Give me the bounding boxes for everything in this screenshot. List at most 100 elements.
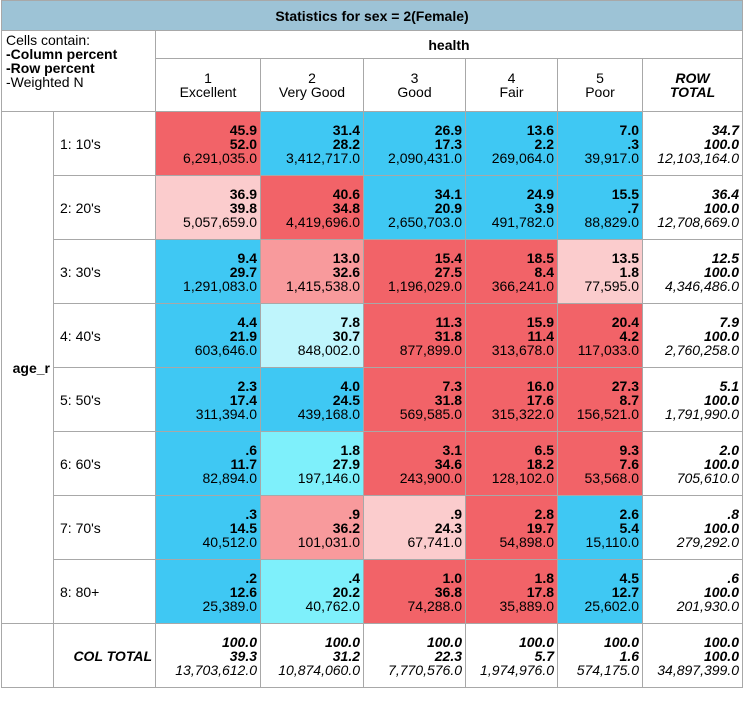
col-total-cell: 100.0 31.2 10,874,060.0 (260, 623, 364, 688)
column-label: Good (397, 84, 432, 100)
column-header-5: 5 Poor (557, 58, 643, 112)
column-header-4: 4 Fair (465, 58, 558, 112)
row-percent: 20.2 (332, 583, 360, 600)
data-cell: 1.8 17.8 35,889.0 (465, 559, 558, 624)
row-percent: 27.5 (434, 263, 462, 280)
column-percent: 27.3 (611, 377, 639, 394)
row-percent: 39.8 (229, 199, 257, 216)
data-cell: 6.5 18.2 128,102.0 (465, 431, 558, 496)
row-total-cell: 5.1 100.0 1,791,990.0 (642, 367, 743, 432)
table-row: 4: 40's 4.4 21.9 603,646.0 7.8 30.7 848,002.0 1… (2, 303, 743, 368)
row-percent: 31.8 (434, 327, 462, 344)
column-percent: 100.0 (703, 633, 739, 650)
data-cell: .2 12.6 25,389.0 (155, 559, 261, 624)
column-percent: 1.8 (534, 569, 554, 586)
weighted-n: 34,897,399.0 (657, 661, 739, 678)
weighted-n: 848,002.0 (297, 341, 360, 358)
legend-line: -Row percent (6, 60, 95, 76)
weighted-n: 40,512.0 (202, 533, 258, 550)
col-total-cell: 100.0 1.6 574,175.0 (557, 623, 643, 688)
column-percent: 100.0 (603, 633, 639, 650)
data-cell: .3 14.5 40,512.0 (155, 495, 261, 560)
weighted-n: 15,110.0 (585, 533, 639, 550)
data-cell: 13.6 2.2 269,064.0 (465, 111, 558, 176)
row-percent: 39.3 (229, 647, 257, 664)
weighted-n: 279,292.0 (676, 533, 739, 550)
row-percent: 5.4 (619, 519, 639, 536)
row-percent: 19.7 (526, 519, 554, 536)
column-percent: 7.8 (340, 313, 360, 330)
weighted-n: 197,146.0 (297, 469, 360, 486)
weighted-n: 10,874,060.0 (278, 661, 360, 678)
data-cell: 4.4 21.9 603,646.0 (155, 303, 261, 368)
column-percent: 4.4 (237, 313, 257, 330)
column-percent: .9 (348, 505, 360, 522)
row-percent: 100.0 (703, 583, 739, 600)
weighted-n: 156,521.0 (576, 405, 639, 422)
column-percent: 7.9 (719, 313, 739, 330)
column-label: Poor (585, 84, 615, 100)
weighted-n: 12,103,164.0 (657, 149, 739, 166)
weighted-n: 101,031.0 (297, 533, 360, 550)
weighted-n: 1,291,083.0 (183, 277, 257, 294)
column-percent: 2.3 (237, 377, 257, 394)
column-percent: 15.5 (611, 185, 639, 202)
data-cell: 3.1 34.6 243,900.0 (363, 431, 466, 496)
row-total-cell: .6 100.0 201,930.0 (642, 559, 743, 624)
row-percent: 8.7 (619, 391, 639, 408)
data-cell: 45.9 52.0 6,291,035.0 (155, 111, 261, 176)
column-percent: 7.0 (619, 121, 639, 138)
row-percent: 31.8 (434, 391, 462, 408)
row-total-cell: 34.7 100.0 12,103,164.0 (642, 111, 743, 176)
row-variable-header: age_r (1, 111, 54, 624)
column-percent: 100.0 (518, 633, 554, 650)
row-percent: 100.0 (703, 263, 739, 280)
column-percent: 16.0 (526, 377, 554, 394)
column-percent: 5.1 (719, 377, 739, 394)
weighted-n: 39,917.0 (584, 149, 640, 166)
data-cell: .4 20.2 40,762.0 (260, 559, 364, 624)
data-cell: 2.6 5.4 15,110.0 (557, 495, 643, 560)
row-percent: 7.6 (619, 455, 639, 472)
row-label: 8: 80+ (53, 559, 156, 624)
weighted-n: 705,610.0 (676, 469, 739, 486)
column-percent: 45.9 (229, 121, 257, 138)
column-percent: 3.1 (442, 441, 462, 458)
data-cell: 15.9 11.4 313,678.0 (465, 303, 558, 368)
table-row: 2: 20's 36.9 39.8 5,057,659.0 40.6 34.8 4,419,… (2, 175, 743, 240)
row-percent: 31.2 (332, 647, 360, 664)
row-percent: 12.6 (229, 583, 257, 600)
weighted-n: 13,703,612.0 (175, 661, 257, 678)
data-cell: 26.9 17.3 2,090,431.0 (363, 111, 466, 176)
row-total-cell: 36.4 100.0 12,708,669.0 (642, 175, 743, 240)
weighted-n: 1,196,029.0 (388, 277, 462, 294)
row-percent: 28.2 (332, 135, 360, 152)
weighted-n: 3,412,717.0 (286, 149, 360, 166)
weighted-n: 5,057,659.0 (183, 213, 257, 230)
column-percent: 18.5 (526, 249, 554, 266)
table-row: 8: 80+ .2 12.6 25,389.0.4 20.2 40,762.0 1.0 36.… (2, 559, 743, 624)
row-percent: 12.7 (611, 583, 639, 600)
weighted-n: 2,760,258.0 (665, 341, 739, 358)
row-percent: 100.0 (703, 391, 739, 408)
row-total-cell: 2.0 100.0 705,610.0 (642, 431, 743, 496)
row-percent: 100.0 (703, 647, 739, 664)
row-percent: 2.2 (534, 135, 554, 152)
data-cell: .9 36.2 101,031.0 (260, 495, 364, 560)
weighted-n: 40,762.0 (305, 597, 361, 614)
column-percent: 36.4 (711, 185, 739, 202)
weighted-n: 1,791,990.0 (665, 405, 739, 422)
row-label: 6: 60's (53, 431, 156, 496)
data-cell: 1.8 27.9 197,146.0 (260, 431, 364, 496)
column-percent: 9.4 (237, 249, 257, 266)
column-percent: 24.9 (526, 185, 554, 202)
row-label: 3: 30's (53, 239, 156, 304)
weighted-n: 1,415,538.0 (286, 277, 360, 294)
column-percent: 40.6 (332, 185, 360, 202)
weighted-n: 35,889.0 (499, 597, 555, 614)
column-percent: 20.4 (611, 313, 639, 330)
data-cell: .6 11.7 82,894.0 (155, 431, 261, 496)
column-percent: 15.4 (434, 249, 462, 266)
data-cell: 13.5 1.8 77,595.0 (557, 239, 643, 304)
data-cell: 24.9 3.9 491,782.0 (465, 175, 558, 240)
